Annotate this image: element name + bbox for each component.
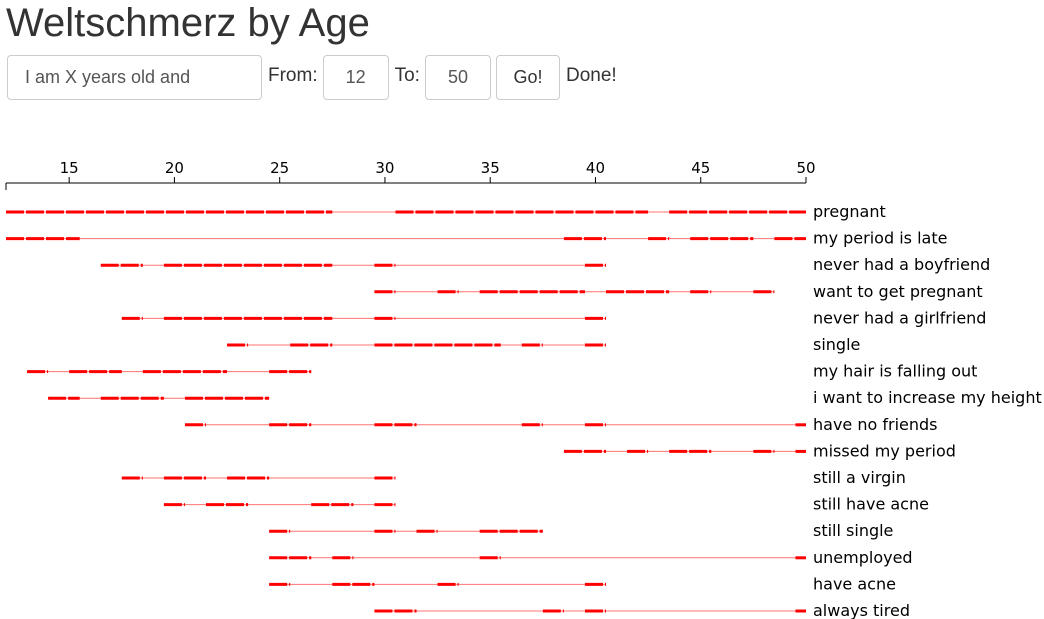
timeline-row: still a virgin bbox=[121, 468, 906, 487]
x-tick-label: 50 bbox=[796, 159, 815, 177]
row-label: never had a girlfriend bbox=[813, 308, 986, 327]
row-label: have acne bbox=[813, 574, 896, 593]
to-age-input[interactable]: 50 bbox=[424, 55, 491, 100]
query-controls: I am X years old and From: 12 To: 50 Go!… bbox=[7, 55, 617, 100]
timeline-row: single bbox=[227, 335, 860, 354]
timeline-row: want to get pregnant bbox=[374, 282, 983, 301]
timeline-row: pregnant bbox=[6, 202, 886, 221]
row-label: always tired bbox=[813, 601, 910, 619]
go-button-label: Go! bbox=[513, 67, 543, 87]
timeline-row: my period is late bbox=[6, 229, 947, 248]
row-label: still a virgin bbox=[813, 468, 906, 487]
x-tick-label: 15 bbox=[60, 159, 79, 177]
row-label: pregnant bbox=[813, 202, 886, 221]
timeline-row: have acne bbox=[269, 574, 896, 593]
from-label: From: bbox=[268, 65, 318, 86]
timeline-row: unemployed bbox=[269, 548, 913, 567]
row-label: my hair is falling out bbox=[813, 362, 977, 381]
phrase-input[interactable]: I am X years old and bbox=[7, 55, 262, 100]
row-label: still single bbox=[813, 521, 893, 540]
x-tick-label: 20 bbox=[165, 159, 184, 177]
row-label: unemployed bbox=[813, 548, 913, 567]
status-text: Done! bbox=[565, 65, 617, 86]
row-label: never had a boyfriend bbox=[813, 255, 990, 274]
row-label: missed my period bbox=[813, 441, 956, 460]
timeline-row: i want to increase my height bbox=[48, 388, 1042, 407]
x-tick-label: 30 bbox=[375, 159, 394, 177]
timeline-row: never had a girlfriend bbox=[121, 308, 986, 327]
row-label: my period is late bbox=[813, 229, 947, 248]
timeline-row: missed my period bbox=[563, 441, 956, 460]
phrase-placeholder: I am X years old and bbox=[25, 67, 191, 87]
to-label: To: bbox=[394, 65, 420, 86]
timeline-rows: pregnant my period is late never had a boy… bbox=[6, 202, 1042, 619]
timeline-row: always tired bbox=[374, 601, 910, 619]
x-axis: 15 20 25 30 35 40 45 50 bbox=[5, 159, 816, 190]
to-age-value: 50 bbox=[447, 67, 468, 87]
timeline-row: have no friends bbox=[184, 415, 938, 434]
timeline-row: my hair is falling out bbox=[27, 362, 977, 381]
go-button[interactable]: Go! bbox=[495, 55, 560, 100]
from-age-input[interactable]: 12 bbox=[322, 55, 389, 100]
row-label: i want to increase my height bbox=[813, 388, 1042, 407]
page-title: Weltschmerz by Age bbox=[6, 1, 370, 45]
timeline-row: still have acne bbox=[163, 495, 929, 514]
timeline-row: still single bbox=[269, 521, 893, 540]
x-tick-label: 40 bbox=[586, 159, 605, 177]
row-label: have no friends bbox=[813, 415, 938, 434]
from-age-value: 12 bbox=[345, 67, 366, 87]
row-label: single bbox=[813, 335, 860, 354]
x-tick-label: 25 bbox=[270, 159, 289, 177]
x-tick-label: 45 bbox=[691, 159, 710, 177]
row-label: want to get pregnant bbox=[813, 282, 983, 301]
x-tick-label: 35 bbox=[481, 159, 500, 177]
timeline-row: never had a boyfriend bbox=[100, 255, 990, 274]
row-label: still have acne bbox=[813, 495, 929, 514]
